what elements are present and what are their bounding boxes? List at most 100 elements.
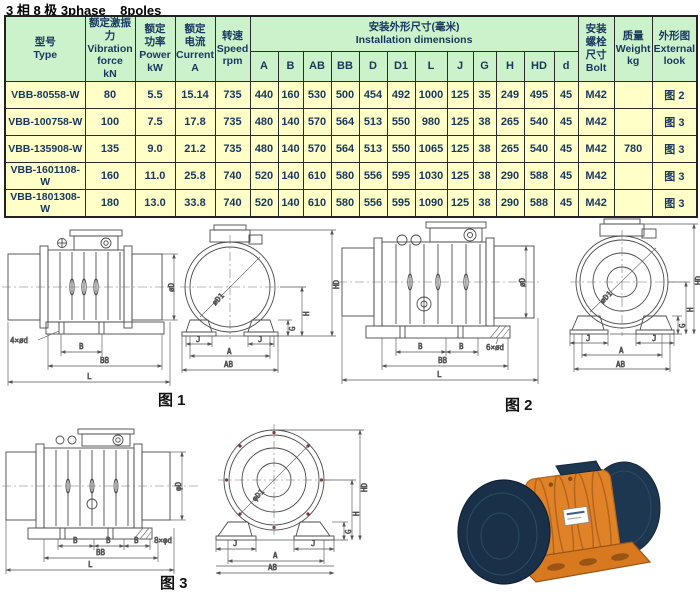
dim-label-HD: HD xyxy=(694,275,700,285)
dim-label-HD: HD xyxy=(360,482,368,492)
value-cell: 740 xyxy=(214,188,251,218)
value-cell: 580 xyxy=(330,161,360,190)
table-row: VBB-80558-W 80 5.5 15.14 735 440 160 530 500 454 4… xyxy=(4,80,698,109)
spec-table-body: VBB-80558-W 80 5.5 15.14 735 440 160 530 500 454 4… xyxy=(4,80,698,218)
value-cell xyxy=(613,80,653,109)
header-installation-dimensions: 安装外形尺寸(毫米) Installation dimensions xyxy=(249,15,579,52)
table-row: VBB-135908-W 135 9.0 21.2 735 480 140 570 564 513… xyxy=(4,134,698,163)
dim-label-B1: B xyxy=(418,342,423,351)
value-cell: 980 xyxy=(414,107,448,136)
value-cell: 480 xyxy=(249,134,279,163)
value-cell: 140 xyxy=(277,188,304,218)
value-cell: 540 xyxy=(523,107,555,136)
dimension-lines: 4×ød B BB L øD øD1 J J A AB G H HD xyxy=(7,229,340,386)
model-cell: VBB-1801308-W xyxy=(4,188,86,218)
value-cell: 290 xyxy=(495,188,525,218)
value-cell: 564 xyxy=(330,134,360,163)
value-cell: 45 xyxy=(553,161,579,190)
value-cell: 550 xyxy=(386,107,416,136)
header-dim-A: A xyxy=(249,50,279,82)
dim-label-B1: B xyxy=(73,536,78,545)
dim-label-J-right: J xyxy=(652,334,657,343)
header-type: 型号 Type xyxy=(4,15,86,82)
value-cell: 135 xyxy=(84,134,136,163)
header-vibration-force: 额定激振力 Vibration force kN xyxy=(84,15,136,82)
header-weight: 质量 Weight kg xyxy=(613,15,653,82)
value-cell: 513 xyxy=(358,134,388,163)
value-cell: 556 xyxy=(358,161,388,190)
dim-label-J-right: J xyxy=(258,335,263,344)
table-row: VBB-1601108-W 160 11.0 25.8 740 520 140 610 580 5… xyxy=(4,161,698,190)
value-cell: 454 xyxy=(358,80,388,109)
value-cell: 33.8 xyxy=(174,188,216,218)
dimension-lines: B B B 8×φd BB L φD φD1 J J A AB G H HD xyxy=(5,429,368,575)
dim-label-A: A xyxy=(227,347,232,356)
dim-label-BB: BB xyxy=(438,356,448,365)
value-cell: 1065 xyxy=(414,134,448,163)
motor-side-view xyxy=(338,221,542,339)
figure-1-caption: 图 1 xyxy=(158,392,186,409)
header-dim-D: D xyxy=(358,50,388,82)
value-cell: M42 xyxy=(577,134,615,163)
value-cell: 125 xyxy=(446,134,474,163)
value-cell: 5.5 xyxy=(134,80,176,109)
figure-2-drawing: B B 6×ød BB L øD øD1 J J A AB G H HD xyxy=(338,218,700,384)
value-cell: 140 xyxy=(277,134,304,163)
value-cell: 15.14 xyxy=(174,80,216,109)
figure-3-drawing: B B B 8×φd BB L φD φD1 J J A AB G H HD xyxy=(2,424,368,575)
value-cell: 500 xyxy=(330,80,360,109)
value-cell: 588 xyxy=(523,188,555,218)
value-cell: 595 xyxy=(386,161,416,190)
dim-label-G: G xyxy=(288,326,297,331)
model-cell: VBB-1601108-W xyxy=(4,161,86,190)
value-cell: 125 xyxy=(446,80,474,109)
value-cell: 图 3 xyxy=(651,134,698,163)
header-external-look: 外形图 External look xyxy=(651,15,698,82)
value-cell: 140 xyxy=(277,161,304,190)
figure-1-drawing: 4×ød B BB L øD øD1 J J A AB G H HD xyxy=(2,224,340,386)
value-cell: 13.0 xyxy=(134,188,176,218)
terminal-cover xyxy=(555,460,602,476)
value-cell: 265 xyxy=(495,134,525,163)
page-title: 3 相 8 极 3phase 8poles xyxy=(6,3,162,18)
dim-label-J-left: J xyxy=(586,334,591,343)
dimension-lines: B B 6×ød BB L øD øD1 J J A AB G H HD xyxy=(341,223,700,384)
value-cell: 440 xyxy=(249,80,279,109)
value-cell: 290 xyxy=(495,161,525,190)
value-cell: 图 3 xyxy=(651,161,698,190)
header-dim-BB: BB xyxy=(330,50,360,82)
value-cell: 9.0 xyxy=(134,134,176,163)
value-cell: 520 xyxy=(249,188,279,218)
value-cell: 530 xyxy=(302,80,332,109)
table-row: VBB-100758-W 100 7.5 17.8 735 480 140 570 564 513… xyxy=(4,107,698,136)
value-cell: 125 xyxy=(446,107,474,136)
dim-label-J-left: J xyxy=(233,539,238,548)
value-cell: 140 xyxy=(277,107,304,136)
header-dim-d: d xyxy=(553,50,579,82)
dim-label-B: B xyxy=(79,342,84,351)
value-cell: 45 xyxy=(553,134,579,163)
value-cell: 740 xyxy=(214,161,251,190)
dim-label-holes: 6×ød xyxy=(486,343,504,352)
dim-label-B3: B xyxy=(134,536,139,545)
header-dim-L: L xyxy=(414,50,448,82)
value-cell: 160 xyxy=(277,80,304,109)
value-cell: 45 xyxy=(553,80,579,109)
value-cell: 513 xyxy=(358,107,388,136)
dim-label-BB: BB xyxy=(100,356,110,365)
value-cell: 249 xyxy=(495,80,525,109)
dim-label-AB: AB xyxy=(616,360,626,369)
value-cell: 35 xyxy=(472,80,497,109)
value-cell xyxy=(613,161,653,190)
value-cell: M42 xyxy=(577,80,615,109)
value-cell: M42 xyxy=(577,161,615,190)
dim-label-J-right: J xyxy=(311,539,316,548)
figure-3-caption: 图 3 xyxy=(160,575,188,592)
motor-side-view xyxy=(2,428,198,540)
value-cell: 21.2 xyxy=(174,134,216,163)
value-cell: 图 3 xyxy=(651,107,698,136)
dim-label-J-left: J xyxy=(196,335,201,344)
dim-label-L: L xyxy=(87,372,92,381)
figure-2-caption: 图 2 xyxy=(505,397,533,414)
header-bolt: 安装 螺栓 尺寸 Bolt xyxy=(577,15,615,82)
